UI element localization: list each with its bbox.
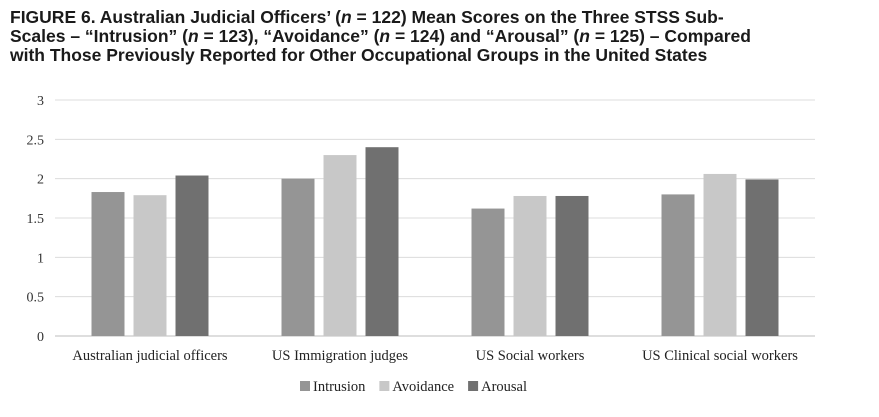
bar-avoidance-3 xyxy=(513,195,547,336)
legend-label-arousal: Arousal xyxy=(481,379,527,395)
gridlines xyxy=(55,99,815,337)
x-category-label: US Clinical social workers xyxy=(642,348,798,364)
y-tick-label: 1.5 xyxy=(27,212,45,227)
bar-arousal-2 xyxy=(365,147,399,336)
bar-avoidance-2 xyxy=(323,155,357,336)
legend-label-avoidance: Avoidance xyxy=(392,379,454,395)
x-category-label: US Social workers xyxy=(476,348,585,364)
y-tick-label: 2.5 xyxy=(27,133,45,148)
bar-arousal-1 xyxy=(175,175,209,336)
bar-avoidance-1 xyxy=(133,195,167,336)
y-tick-label: 2 xyxy=(37,173,44,188)
y-tick-label: 0 xyxy=(37,330,44,345)
bar-avoidance-4 xyxy=(703,173,737,336)
legend: Intrusion Avoidance Arousal xyxy=(300,379,527,395)
legend-swatch-avoidance xyxy=(379,381,390,391)
y-axis-ticks: 0 0.5 1 1.5 2 2.5 3 xyxy=(27,94,45,345)
legend-label-intrusion: Intrusion xyxy=(313,379,366,395)
y-tick-label: 3 xyxy=(37,94,44,109)
bar-arousal-4 xyxy=(745,179,779,336)
title-line-1: FIGURE 6. Australian Judicial Officers’ … xyxy=(10,7,724,27)
y-tick-label: 1 xyxy=(37,251,44,266)
x-category-label: Australian judicial officers xyxy=(72,348,228,364)
legend-swatch-intrusion xyxy=(300,381,310,391)
chart-title: FIGURE 6. Australian Judicial Officers’ … xyxy=(10,8,870,65)
bar-intrusion-1 xyxy=(91,192,125,336)
bar-arousal-3 xyxy=(555,195,589,336)
bar-intrusion-2 xyxy=(281,178,315,336)
bar-intrusion-4 xyxy=(661,194,695,336)
legend-swatch-arousal xyxy=(468,381,479,391)
title-line-3: with Those Previously Reported for Other… xyxy=(10,45,708,65)
x-category-label: US Immigration judges xyxy=(272,348,408,364)
bar-intrusion-3 xyxy=(471,208,505,336)
y-tick-label: 0.5 xyxy=(27,291,45,306)
x-axis-categories: Australian judicial officers US Immigrati… xyxy=(72,348,798,364)
title-line-2: Scales – “Intrusion” (n = 123), “Avoidan… xyxy=(10,26,751,46)
bars xyxy=(91,147,779,336)
